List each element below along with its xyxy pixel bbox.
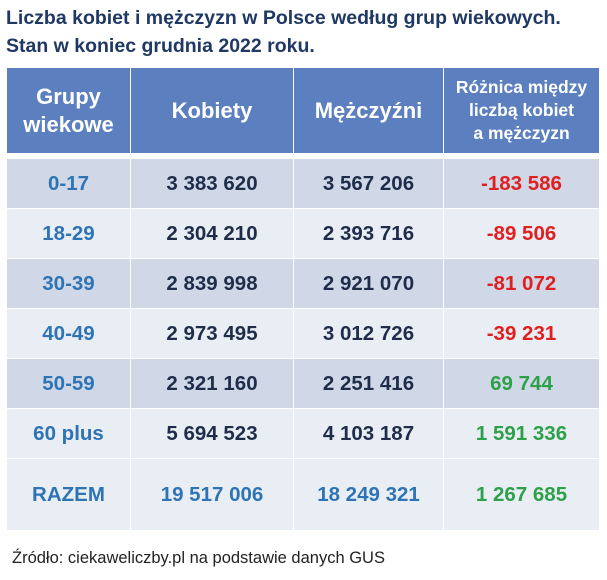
cell-women: 2 304 210 <box>131 209 294 258</box>
cell-age-group: 50-59 <box>7 359 131 408</box>
cell-men: 2 921 070 <box>294 259 444 308</box>
cell-men: 4 103 187 <box>294 409 444 458</box>
header-diff-line-1: Różnica między <box>455 77 588 97</box>
table-row: 40-49 2 973 495 3 012 726 -39 231 <box>7 308 599 358</box>
cell-total-men: 18 249 321 <box>294 459 444 530</box>
header-women: Kobiety <box>131 68 294 153</box>
table-row: 60 plus 5 694 523 4 103 187 1 591 336 <box>7 408 599 458</box>
table-row: 30-39 2 839 998 2 921 070 -81 072 <box>7 258 599 308</box>
table-body: 0-17 3 383 620 3 567 206 -183 586 18-29 … <box>7 153 599 530</box>
header-women-label: Kobiety <box>171 97 253 123</box>
header-age-line-2: wiekowe <box>23 111 114 137</box>
cell-age-group: 30-39 <box>7 259 131 308</box>
source-note: Źródło: ciekaweliczby.pl na podstawie da… <box>12 549 385 567</box>
cell-age-group: 60 plus <box>7 409 131 458</box>
cell-men: 2 251 416 <box>294 359 444 408</box>
table-total-row: RAZEM 19 517 006 18 249 321 1 267 685 <box>7 458 599 530</box>
cell-difference: -39 231 <box>486 321 557 345</box>
header-diff-line-2: liczbą kobiet <box>468 100 574 120</box>
cell-women: 3 383 620 <box>131 159 294 208</box>
header-age-line-1: Grupy <box>36 83 101 109</box>
cell-difference: 1 591 336 <box>475 421 568 445</box>
table-header: Grupy wiekowe Kobiety Mężczyźni Różnica … <box>7 68 599 153</box>
population-table: Grupy wiekowe Kobiety Mężczyźni Różnica … <box>7 68 599 530</box>
cell-difference: 69 744 <box>490 371 553 395</box>
cell-men: 3 567 206 <box>294 159 444 208</box>
table-row: 18-29 2 304 210 2 393 716 -89 506 <box>7 208 599 258</box>
table-row: 50-59 2 321 160 2 251 416 69 744 <box>7 358 599 408</box>
cell-age-group: 40-49 <box>7 309 131 358</box>
cell-total-label: RAZEM <box>7 459 131 530</box>
cell-women: 2 839 998 <box>131 259 294 308</box>
header-men-label: Mężczyźni <box>314 97 423 123</box>
cell-total-women: 19 517 006 <box>131 459 294 530</box>
cell-men: 2 393 716 <box>294 209 444 258</box>
cell-men: 3 012 726 <box>294 309 444 358</box>
cell-women: 2 973 495 <box>131 309 294 358</box>
cell-age-group: 18-29 <box>7 209 131 258</box>
header-age-groups: Grupy wiekowe <box>7 68 131 153</box>
chart-title: Liczba kobiet i mężczyzn w Polsce według… <box>6 4 606 60</box>
cell-women: 2 321 160 <box>131 359 294 408</box>
table-row: 0-17 3 383 620 3 567 206 -183 586 <box>7 153 599 208</box>
cell-difference: -89 506 <box>486 221 557 245</box>
cell-difference: -183 586 <box>481 171 562 195</box>
header-difference: Różnica między liczbą kobiet a mężczyzn <box>444 68 599 153</box>
cell-difference: -81 072 <box>486 271 557 295</box>
cell-age-group: 0-17 <box>7 159 131 208</box>
cell-total-difference: 1 267 685 <box>475 482 568 506</box>
cell-women: 5 694 523 <box>131 409 294 458</box>
header-diff-line-3: a mężczyzn <box>473 123 570 143</box>
header-men: Mężczyźni <box>294 68 444 153</box>
title-line-1: Liczba kobiet i mężczyzn w Polsce według… <box>6 7 561 29</box>
title-line-2: Stan w koniec grudnia 2022 roku. <box>6 35 315 57</box>
